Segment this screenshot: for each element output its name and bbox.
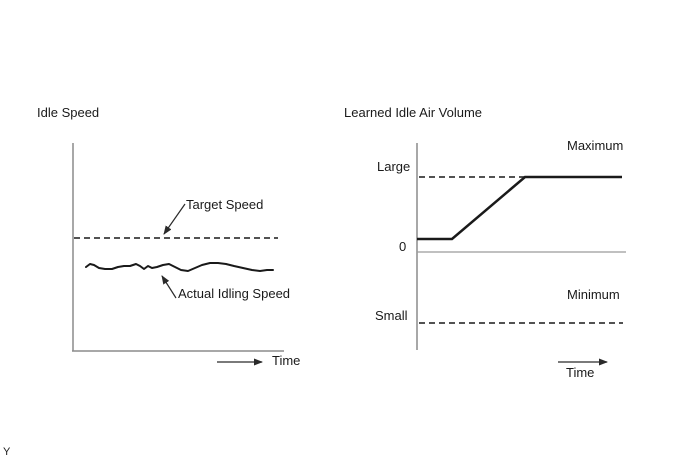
left-target-arrow [163,203,186,235]
left-actual-arrow [161,275,177,299]
large-tick-label: Large [377,159,411,174]
left-chart-title: Idle Speed [37,105,100,120]
left-time-axis-label: Time [272,353,301,368]
small-tick-label: Small [375,308,408,323]
right-learned-volume-line [417,175,622,241]
minimum-label: Minimum [567,287,620,302]
right-time-axis-label: Time [566,365,595,380]
zero-tick-label: 0 [399,239,407,254]
left-actual-speed-line [85,262,274,272]
right-chart-title: Learned Idle Air Volume [344,105,483,120]
target-speed-label: Target Speed [186,197,264,212]
actual-idling-speed-label: Actual Idling Speed [178,286,291,301]
page-marker: Y [3,446,11,458]
maximum-label: Maximum [567,138,624,153]
